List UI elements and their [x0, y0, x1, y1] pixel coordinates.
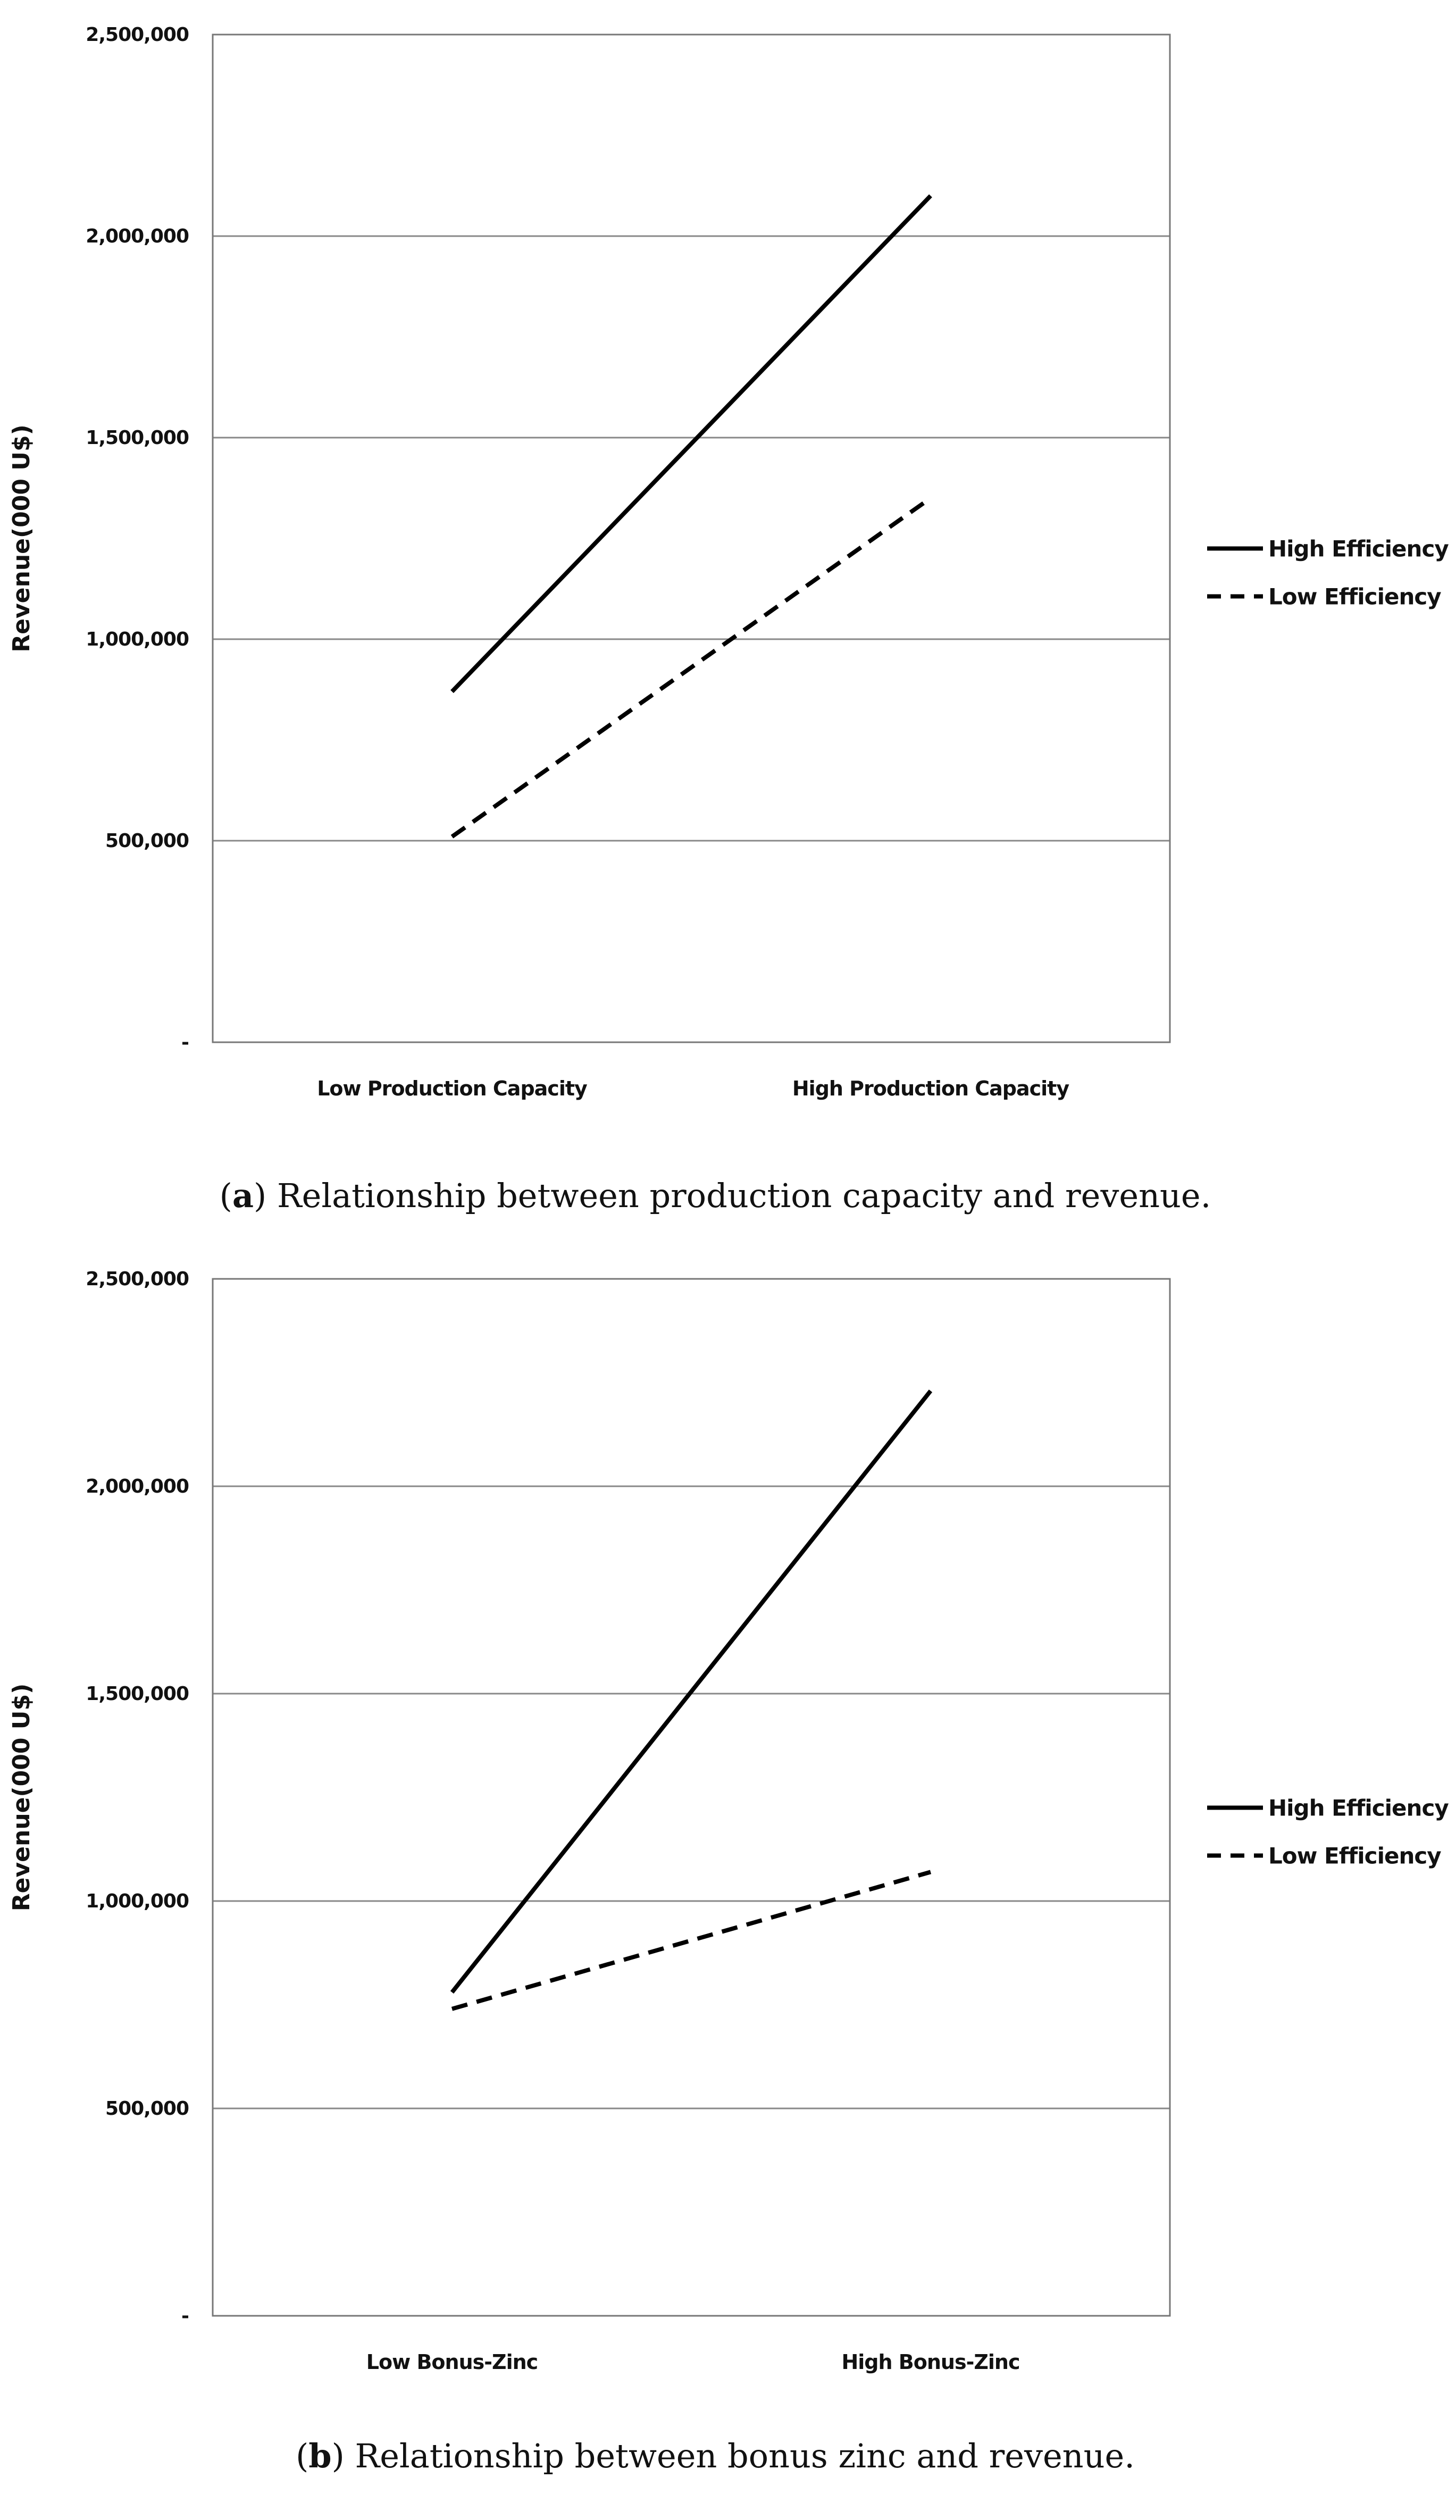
- y-tick-label: 2,500,000: [86, 24, 189, 46]
- y-tick-label: -: [181, 2305, 189, 2327]
- plot-frame: [212, 1278, 1171, 2317]
- legend-label-low-efficiency: Low Efficiency: [1268, 583, 1441, 609]
- gridlines: [213, 1485, 1170, 2109]
- legend: High Efficiency Low Efficiency: [1207, 535, 1449, 609]
- y-tick-label: 1,000,000: [86, 629, 189, 650]
- y-tick-label: 500,000: [105, 2098, 189, 2120]
- legend-label-high-efficiency: High Efficiency: [1268, 535, 1449, 562]
- caption: (b) Relationship between bonus zinc and …: [296, 2437, 1135, 2475]
- series-line-high-efficiency: [450, 194, 932, 693]
- series-line-low-efficiency: [450, 496, 932, 839]
- caption-letter: a: [232, 1176, 254, 1215]
- y-tick-label: -: [181, 1032, 189, 1053]
- y-tick-label: 500,000: [105, 830, 189, 852]
- chart-panel-a: - 500,000 1,000,000 1,500,000 2,000,000 …: [8, 24, 1449, 1215]
- caption-paren-close: ): [254, 1176, 277, 1215]
- y-axis-title: Revenue(000 U$): [8, 1684, 35, 1911]
- chart-panel-b: - 500,000 1,000,000 1,500,000 2,000,000 …: [8, 1268, 1449, 2475]
- plot-frame: [212, 34, 1171, 1043]
- caption-letter: b: [308, 2437, 331, 2475]
- caption-paren-close: ): [332, 2437, 355, 2475]
- x-category-label: Low Production Capacity: [317, 1077, 588, 1100]
- caption-text: Relationship between bonus zinc and reve…: [355, 2437, 1135, 2475]
- x-category-label: High Production Capacity: [792, 1077, 1069, 1100]
- x-category-label: High Bonus-Zinc: [841, 2350, 1019, 2374]
- y-tick-label: 1,500,000: [86, 1683, 189, 1705]
- y-axis-title: Revenue(000 U$): [8, 424, 35, 652]
- y-tick-label: 1,000,000: [86, 1890, 189, 1912]
- y-tick-label: 1,500,000: [86, 427, 189, 449]
- legend-label-high-efficiency: High Efficiency: [1268, 1795, 1449, 1821]
- x-category-label: Low Bonus-Zinc: [366, 2350, 538, 2374]
- gridlines: [213, 235, 1170, 842]
- y-tick-label: 2,000,000: [86, 225, 189, 247]
- x-category-labels: Low Bonus-Zinc High Bonus-Zinc: [366, 2350, 1020, 2374]
- y-tick-label: 2,000,000: [86, 1476, 189, 1497]
- caption-paren-open: (: [220, 1176, 232, 1215]
- x-category-labels: Low Production Capacity High Production …: [317, 1077, 1070, 1100]
- series-line-high-efficiency: [450, 1389, 933, 1994]
- caption-text: Relationship between production capacity…: [277, 1176, 1211, 1215]
- y-tick-label: 2,500,000: [86, 1268, 189, 1290]
- caption-paren-open: (: [296, 2437, 308, 2475]
- legend: High Efficiency Low Efficiency: [1207, 1795, 1449, 1869]
- y-tick-labels: - 500,000 1,000,000 1,500,000 2,000,000 …: [86, 1268, 189, 2327]
- legend-label-low-efficiency: Low Efficiency: [1268, 1843, 1441, 1869]
- caption: (a) Relationship between production capa…: [220, 1176, 1211, 1215]
- y-tick-labels: - 500,000 1,000,000 1,500,000 2,000,000 …: [86, 24, 189, 1053]
- series-line-low-efficiency: [451, 1870, 932, 2011]
